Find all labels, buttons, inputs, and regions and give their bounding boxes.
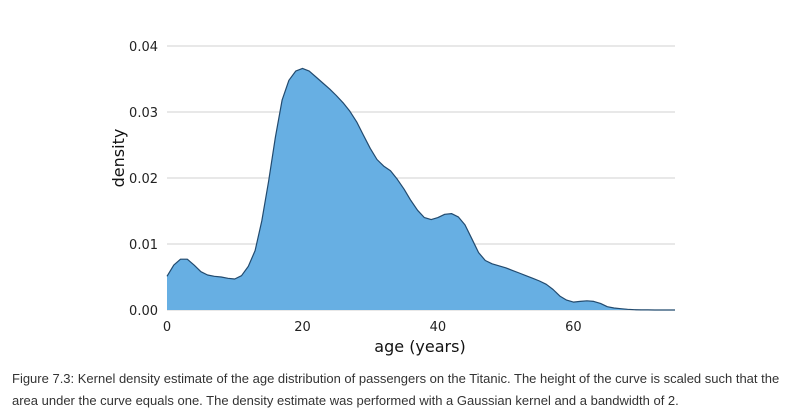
y-axis: 0.00 0.01 0.02 0.03 0.04	[129, 40, 158, 319]
y-tick-label: 0.02	[129, 172, 158, 187]
x-tick-label: 0	[163, 320, 171, 335]
x-tick-label: 20	[294, 320, 311, 335]
density-area-series	[166, 67, 675, 311]
y-tick-label: 0.04	[129, 40, 158, 55]
density-chart: 0.00 0.01 0.02 0.03 0.04 0 20 40 60 age (years)…	[109, 40, 675, 356]
y-tick-label: 0.03	[129, 106, 158, 121]
x-tick-label: 40	[430, 320, 447, 335]
density-area-fill	[167, 68, 675, 311]
y-tick-label: 0.01	[129, 238, 158, 253]
x-axis-label: age (years)	[374, 337, 465, 356]
y-tick-label: 0.00	[129, 304, 158, 319]
figure-caption: Figure 7.3: Kernel density estimate of t…	[12, 371, 780, 408]
y-axis-label: density	[109, 129, 128, 188]
x-tick-label: 60	[565, 320, 582, 335]
density-curve-line	[166, 67, 675, 311]
x-axis: 0 20 40 60	[163, 320, 582, 335]
